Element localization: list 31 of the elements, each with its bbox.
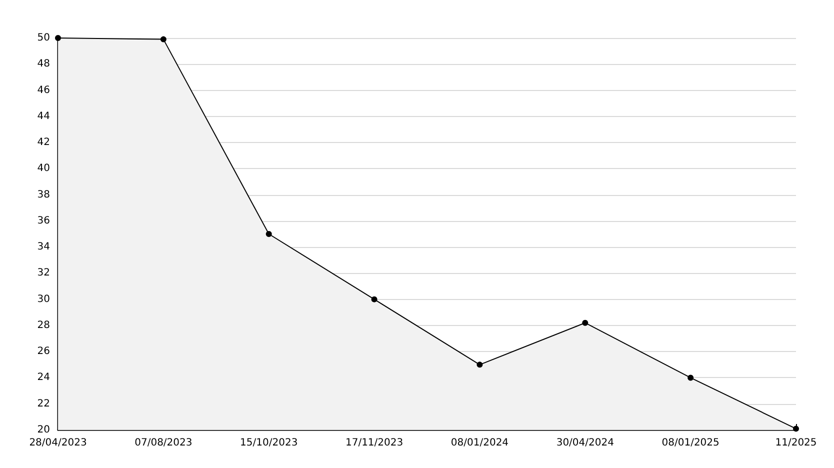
y-tick-label: 38 <box>37 189 50 200</box>
y-tick-label: 22 <box>37 398 50 410</box>
y-tick-label: 26 <box>37 346 50 358</box>
y-tick-label: 36 <box>37 215 50 226</box>
y-tick-label: 34 <box>37 242 50 253</box>
x-tick-label: 30/04/2024 <box>556 438 614 448</box>
x-tick-label: 07/08/2023 <box>134 438 192 448</box>
x-tick-label: 08/01/2025 <box>662 438 720 448</box>
x-tick-label: 08/01/2024 <box>450 438 509 448</box>
x-tick-label: 11/2025 <box>775 438 817 448</box>
x-tick-label: 28/04/2023 <box>29 438 87 448</box>
y-tick-label: 32 <box>37 268 50 279</box>
point <box>160 36 166 42</box>
y-tick-label: 48 <box>37 58 50 70</box>
point <box>476 362 483 368</box>
y-tick-label: 40 <box>37 163 50 174</box>
point <box>688 374 694 381</box>
point <box>582 320 588 326</box>
y-tick-label: 50 <box>37 32 50 44</box>
y-tick-label: 20 <box>37 424 50 436</box>
x-tick-label: 15/10/2023 <box>240 438 298 448</box>
point <box>371 296 378 302</box>
y-tick-label: 42 <box>37 137 50 148</box>
point <box>55 35 61 41</box>
x-tick-label: 17/11/2023 <box>345 438 404 448</box>
y-tick-label: 46 <box>37 84 50 96</box>
y-tick-label: 28 <box>37 320 50 331</box>
y-tick-label: 24 <box>37 372 50 384</box>
point <box>266 231 272 237</box>
y-tick-label: 30 <box>37 294 50 305</box>
y-tick-label: 44 <box>37 110 50 122</box>
